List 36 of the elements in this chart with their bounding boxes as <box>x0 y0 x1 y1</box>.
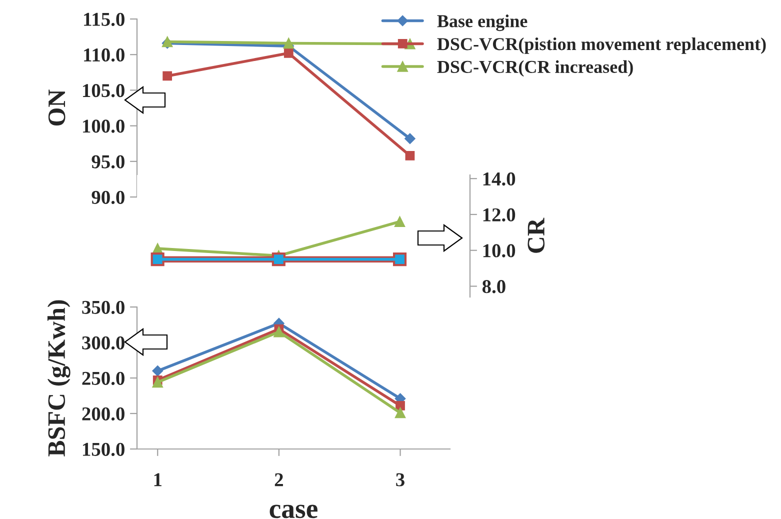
x-tick-label: 2 <box>274 473 283 486</box>
point <box>405 151 415 160</box>
point <box>152 365 164 376</box>
x-axis-title: case <box>270 504 318 518</box>
point <box>283 38 294 49</box>
point <box>284 48 294 58</box>
point <box>404 133 416 144</box>
y-tick-label: 105.0 <box>83 84 124 98</box>
y-axis-title: BSFC (g/Kwh) <box>47 300 70 456</box>
point <box>394 407 406 418</box>
point <box>396 401 405 410</box>
y2-axis-title: CR <box>528 218 545 253</box>
y2-tick-label: 14.0 <box>483 172 516 186</box>
y-tick-label: 300.0 <box>82 336 124 350</box>
point <box>162 71 172 81</box>
y-tick-label: 250.0 <box>82 372 124 386</box>
y-axis-title: ON <box>48 90 66 126</box>
x-tick-label: 1 <box>154 473 162 486</box>
y-tick-label: 200.0 <box>82 407 124 421</box>
y-tick-label: 115.0 <box>84 12 124 26</box>
y2-tick-label: 10.0 <box>483 244 516 258</box>
y-tick-label: 100.0 <box>83 120 124 133</box>
y-tick-label: 150.0 <box>83 442 124 456</box>
y-tick-label: 350.0 <box>82 300 124 314</box>
y2-tick-label: 12.0 <box>483 208 516 222</box>
x-tick-label: 3 <box>396 473 404 486</box>
legend-label: DSC-VCR(pistion movement replacement) <box>437 38 766 54</box>
point <box>274 326 284 338</box>
point <box>152 376 164 388</box>
point <box>394 216 406 228</box>
y-tick-label: 90.0 <box>92 190 124 204</box>
y2-tick-label: 8.0 <box>482 280 506 294</box>
y-tick-label: 110.0 <box>84 48 124 62</box>
y-tick-label: 95.0 <box>92 155 124 168</box>
legend-label: DSC-VCR(CR increased) <box>437 60 633 77</box>
legend-label: Base engine <box>437 14 528 32</box>
